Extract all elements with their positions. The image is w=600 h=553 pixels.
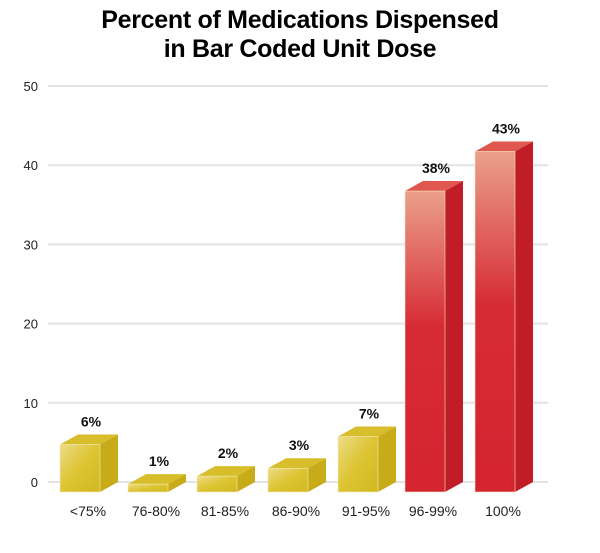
chart-title: Percent of Medications Dispensed in Bar … bbox=[0, 6, 600, 64]
bar-top bbox=[60, 434, 118, 445]
x-tick-label: 100% bbox=[485, 503, 521, 519]
x-tick-label: 76-80% bbox=[132, 503, 180, 519]
bar bbox=[474, 151, 516, 493]
data-label: 2% bbox=[218, 445, 239, 461]
bar-side bbox=[237, 466, 255, 492]
y-tick-label: 30 bbox=[24, 237, 38, 252]
bar bbox=[196, 475, 238, 493]
bar-side bbox=[168, 474, 186, 492]
data-label: 7% bbox=[359, 406, 380, 422]
bar bbox=[337, 436, 379, 493]
bar bbox=[59, 444, 101, 493]
data-label: 1% bbox=[149, 453, 170, 469]
data-label: 6% bbox=[81, 413, 102, 429]
y-tick-label: 10 bbox=[24, 396, 38, 411]
bar-top bbox=[405, 181, 463, 192]
y-tick-label: 20 bbox=[24, 317, 38, 332]
x-tick-label: 96-99% bbox=[409, 503, 457, 519]
bar-top bbox=[475, 141, 533, 152]
data-label: 3% bbox=[289, 437, 310, 453]
bar-side bbox=[100, 434, 118, 492]
bar bbox=[127, 483, 169, 493]
bar-top bbox=[268, 458, 326, 469]
bar bbox=[267, 467, 309, 493]
bar-side bbox=[515, 141, 533, 492]
x-tick-label: 91-95% bbox=[342, 503, 390, 519]
data-label: 43% bbox=[492, 120, 521, 136]
x-tick-label: 81-85% bbox=[201, 503, 249, 519]
bar-top bbox=[197, 466, 255, 477]
y-tick-label: 50 bbox=[24, 79, 38, 94]
bar-top bbox=[128, 474, 186, 485]
bar-side bbox=[445, 181, 463, 493]
bar-top bbox=[338, 426, 396, 437]
y-tick-label: 0 bbox=[31, 475, 38, 490]
title-line-2: in Bar Coded Unit Dose bbox=[163, 35, 437, 63]
bar-side bbox=[378, 426, 396, 492]
bar-side bbox=[308, 458, 326, 492]
x-tick-label: 86-90% bbox=[272, 503, 320, 519]
data-label: 38% bbox=[422, 160, 451, 176]
x-tick-label: <75% bbox=[70, 503, 106, 519]
bar bbox=[404, 190, 446, 493]
title-line-1: Percent of Medications Dispensed bbox=[101, 6, 499, 34]
y-tick-label: 40 bbox=[24, 158, 38, 173]
